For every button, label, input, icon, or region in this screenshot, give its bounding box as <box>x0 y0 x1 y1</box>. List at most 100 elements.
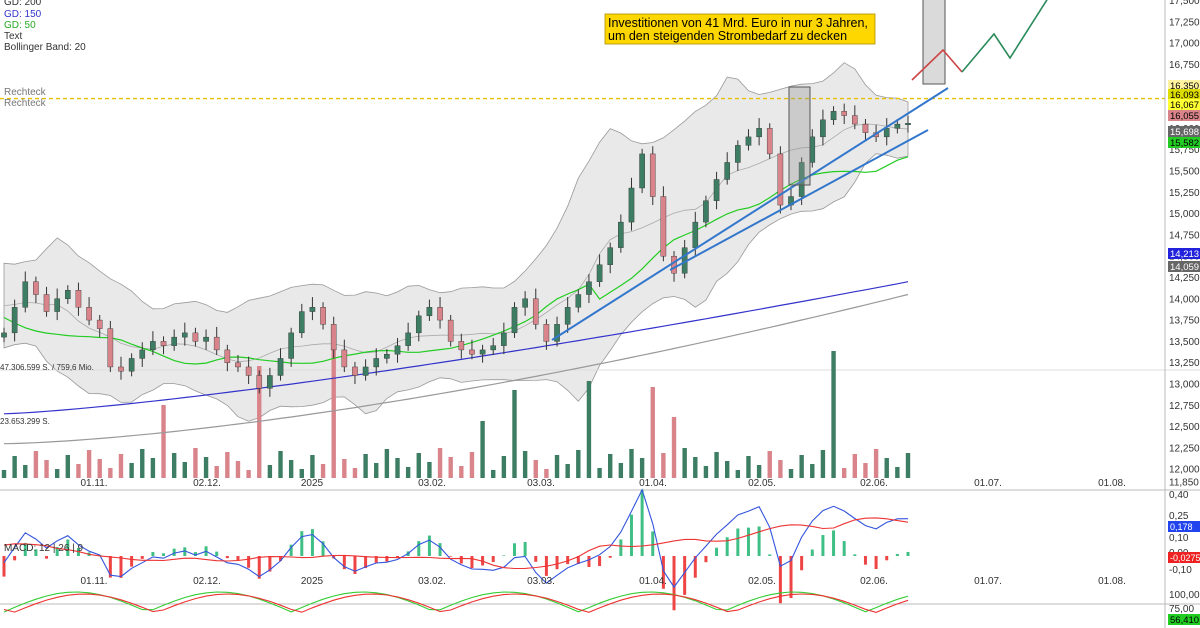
macd-histogram-bar <box>310 529 314 556</box>
price-tag-bg <box>1168 261 1200 272</box>
legend: GD: 200 GD: 150 GD: 50 Text Bollinger Ba… <box>0 0 94 554</box>
volume-bar <box>97 459 102 478</box>
stoch-tick-label: 100,00 <box>1169 590 1200 601</box>
volume-bar <box>703 466 709 478</box>
candle-body <box>692 221 699 248</box>
price-tick-label: 15,000 <box>1169 209 1200 220</box>
volume-bar <box>193 448 198 478</box>
candle-body <box>118 366 124 372</box>
volume-bar <box>363 454 368 478</box>
volume-bar <box>278 451 283 478</box>
candle-body <box>766 128 773 155</box>
candle-body <box>564 307 571 325</box>
trend-line-lower <box>669 129 929 271</box>
volume-bar <box>331 345 336 478</box>
gd200-line <box>3 293 909 445</box>
macd-histogram-bar <box>672 556 676 611</box>
candle-body <box>554 324 560 342</box>
macd-histogram-bar <box>608 556 612 558</box>
candle-body <box>458 341 465 351</box>
macd-histogram-bar <box>215 551 219 556</box>
macd-histogram-bar <box>385 556 389 562</box>
candle-body <box>905 123 911 125</box>
macd-histogram-bar <box>895 553 899 556</box>
volume-bar <box>108 468 113 478</box>
volume-bar <box>182 462 187 478</box>
candle-body <box>224 349 231 363</box>
volume-bar <box>118 454 124 478</box>
macd-histogram-bar <box>863 556 867 565</box>
date-label: 01.11. <box>80 576 107 587</box>
candle-body <box>277 358 284 376</box>
candle-body <box>54 298 60 312</box>
macd-histogram-bar <box>683 556 687 595</box>
macd-histogram-bar <box>502 555 506 556</box>
candle-body <box>43 294 50 312</box>
volume-bar <box>1 470 7 478</box>
macd-histogram-bar <box>800 556 804 571</box>
candle-body <box>501 332 507 346</box>
volume-bar <box>33 451 39 478</box>
candle-body <box>65 290 71 299</box>
macd-histogram-bar <box>257 556 261 579</box>
volume-bar <box>852 454 858 478</box>
macd-histogram-bar <box>172 548 176 556</box>
annotation-box: Investitionen von 41 Mrd. Euro in nur 3 … <box>604 13 876 45</box>
macd-tag-bg <box>1168 552 1200 563</box>
candle-body <box>11 307 18 334</box>
price-tick-label: 14,750 <box>1169 230 1200 241</box>
candle-body <box>852 115 858 125</box>
volume-bar <box>586 381 592 478</box>
rectangle-marker-2 <box>922 0 946 85</box>
macd-histogram-bar <box>736 528 740 556</box>
macd-histogram-bar <box>66 539 70 556</box>
volume-bar <box>395 458 400 478</box>
candle-body <box>883 128 890 138</box>
rect-label-1: Rechteck <box>4 87 47 98</box>
macd-histogram-bar <box>300 531 304 556</box>
volume-bar <box>342 459 347 478</box>
candle-body <box>181 332 188 338</box>
volume-bar <box>565 464 570 478</box>
stochastic-k-line <box>3 591 909 613</box>
candle-body <box>235 362 241 368</box>
volume-bar <box>831 351 836 478</box>
volume-bar <box>65 455 71 478</box>
gd150-line <box>3 281 909 415</box>
rect-label-2: Rechteck <box>4 98 47 109</box>
candle-body <box>75 290 82 308</box>
price-tag-label: 16,350 <box>1170 81 1199 92</box>
candle-body <box>522 298 528 308</box>
price-tag-bg <box>1168 137 1200 148</box>
macd-histogram-bar <box>693 556 697 578</box>
candle-body <box>203 336 209 342</box>
price-tick-label: 17,250 <box>1169 17 1200 28</box>
macd-tick-label: 0,25 <box>1169 511 1189 522</box>
macd-histogram-bar <box>757 526 761 556</box>
candle-body <box>596 264 603 282</box>
candle-body <box>309 307 316 312</box>
candle-body <box>862 123 869 133</box>
candle-body <box>1 332 7 338</box>
volume-bar <box>650 387 655 478</box>
candle-body <box>543 324 550 342</box>
annotation-line-2: um den steigenden Strombedarf zu decken <box>608 29 847 43</box>
macd-histogram-bar <box>491 556 495 563</box>
volume-bar <box>288 460 294 478</box>
candle-body <box>171 336 177 346</box>
volume-bar <box>714 452 719 478</box>
volume-bar <box>129 463 134 478</box>
volume-bar <box>214 466 219 478</box>
price-tag-bg <box>1168 80 1200 91</box>
legend-gd150: GD: 150 <box>4 9 42 20</box>
macd-histogram-bar <box>821 535 825 556</box>
macd-histogram-bar <box>34 549 38 556</box>
macd-histogram-bar <box>725 537 729 556</box>
date-label: 2025 <box>301 478 324 489</box>
candle-body <box>469 349 475 355</box>
volume-bar <box>203 457 209 478</box>
candle-body <box>139 349 146 359</box>
macd-histogram-bar <box>587 556 591 568</box>
macd-histogram-bar <box>661 556 665 589</box>
volume-bar <box>533 460 538 478</box>
